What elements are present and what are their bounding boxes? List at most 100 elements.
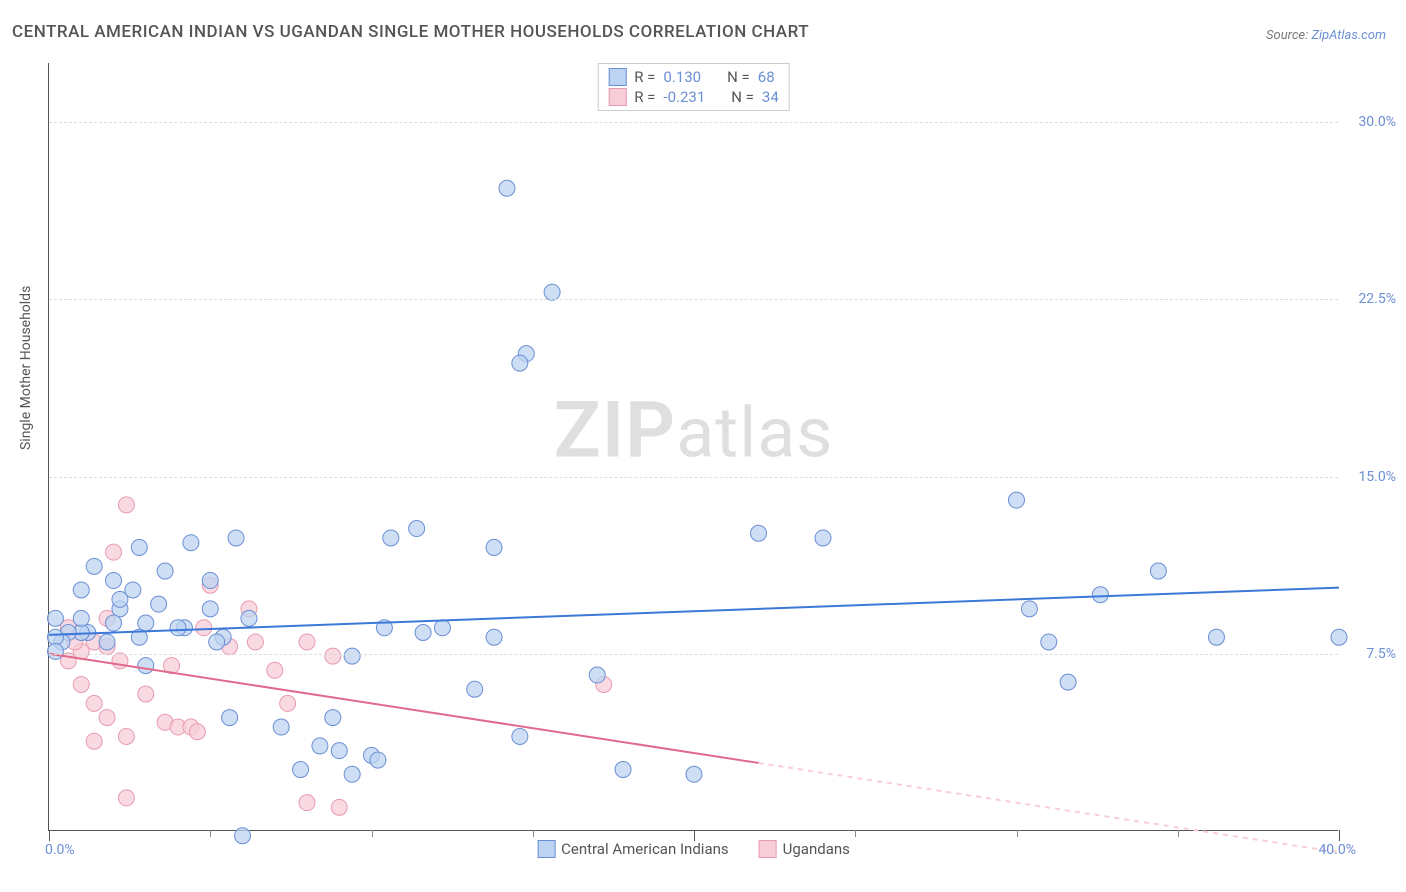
data-point[interactable] (293, 762, 309, 778)
legend-item-pink[interactable]: Ugandans (759, 840, 850, 858)
data-point[interactable] (370, 752, 386, 768)
data-point[interactable] (1150, 563, 1166, 579)
source-value: ZipAtlas.com (1311, 28, 1386, 43)
data-point[interactable] (73, 676, 89, 692)
data-point[interactable] (415, 625, 431, 641)
trend-line (759, 763, 1340, 852)
x-tick-major (694, 830, 695, 841)
x-tick-minor (210, 830, 211, 837)
data-point[interactable] (196, 620, 212, 636)
r-label: R = (634, 88, 655, 106)
data-point[interactable] (189, 724, 205, 740)
data-point[interactable] (1331, 629, 1347, 645)
data-point[interactable] (228, 530, 244, 546)
legend-item-blue[interactable]: Central American Indians (537, 840, 729, 858)
correlation-row-blue: R = 0.130 N = 68 (608, 68, 779, 86)
data-point[interactable] (222, 710, 238, 726)
data-point[interactable] (486, 629, 502, 645)
data-point[interactable] (73, 610, 89, 626)
data-point[interactable] (99, 634, 115, 650)
data-point[interactable] (1021, 601, 1037, 617)
correlation-row-pink: R = -0.231 N = 34 (608, 88, 779, 106)
data-point[interactable] (467, 681, 483, 697)
x-tick-minor (1178, 830, 1179, 837)
data-point[interactable] (202, 601, 218, 617)
data-point[interactable] (73, 582, 89, 598)
data-point[interactable] (170, 620, 186, 636)
swatch-icon (608, 68, 626, 86)
data-point[interactable] (47, 643, 63, 659)
series-legend: Central American Indians Ugandans (537, 840, 850, 858)
data-point[interactable] (299, 795, 315, 811)
data-point[interactable] (47, 629, 63, 645)
plot-area: ZIPatlas R = 0.130 N = 68 R = -0.231 N =… (48, 63, 1338, 831)
data-point[interactable] (138, 686, 154, 702)
data-point[interactable] (86, 558, 102, 574)
data-point[interactable] (331, 799, 347, 815)
data-point[interactable] (118, 497, 134, 513)
y-tick-label: 30.0% (1346, 114, 1396, 130)
data-point[interactable] (247, 634, 263, 650)
data-point[interactable] (383, 530, 399, 546)
swatch-icon (537, 840, 555, 858)
data-point[interactable] (106, 615, 122, 631)
data-point[interactable] (157, 563, 173, 579)
data-point[interactable] (512, 728, 528, 744)
chart-container: CENTRAL AMERICAN INDIAN VS UGANDAN SINGL… (0, 0, 1406, 892)
data-point[interactable] (1208, 629, 1224, 645)
data-point[interactable] (183, 535, 199, 551)
data-point[interactable] (131, 539, 147, 555)
data-point[interactable] (1092, 587, 1108, 603)
data-point[interactable] (512, 355, 528, 371)
data-point[interactable] (273, 719, 289, 735)
data-point[interactable] (615, 762, 631, 778)
data-point[interactable] (86, 733, 102, 749)
n-label: N = (727, 68, 750, 86)
data-point[interactable] (499, 180, 515, 196)
data-point[interactable] (202, 573, 218, 589)
data-point[interactable] (118, 728, 134, 744)
data-point[interactable] (118, 790, 134, 806)
data-point[interactable] (106, 573, 122, 589)
data-point[interactable] (209, 634, 225, 650)
n-value-blue: 68 (758, 68, 775, 86)
data-point[interactable] (344, 648, 360, 664)
data-point[interactable] (686, 766, 702, 782)
data-point[interactable] (106, 544, 122, 560)
x-axis-min-label: 0.0% (45, 842, 75, 858)
data-point[interactable] (325, 648, 341, 664)
chart-svg-layer (49, 63, 1338, 830)
data-point[interactable] (331, 743, 347, 759)
data-point[interactable] (1009, 492, 1025, 508)
data-point[interactable] (589, 667, 605, 683)
data-point[interactable] (299, 634, 315, 650)
data-point[interactable] (267, 662, 283, 678)
data-point[interactable] (1060, 674, 1076, 690)
data-point[interactable] (409, 521, 425, 537)
chart-title: CENTRAL AMERICAN INDIAN VS UGANDAN SINGL… (12, 22, 809, 42)
y-tick-label: 22.5% (1346, 291, 1396, 307)
data-point[interactable] (325, 710, 341, 726)
data-point[interactable] (138, 658, 154, 674)
data-point[interactable] (112, 591, 128, 607)
data-point[interactable] (815, 530, 831, 546)
x-tick-minor (855, 830, 856, 837)
data-point[interactable] (312, 738, 328, 754)
data-point[interactable] (434, 620, 450, 636)
source-attribution: Source: ZipAtlas.com (1266, 28, 1386, 43)
data-point[interactable] (544, 284, 560, 300)
data-point[interactable] (86, 695, 102, 711)
gridline (49, 299, 1338, 300)
data-point[interactable] (486, 539, 502, 555)
data-point[interactable] (241, 610, 257, 626)
data-point[interactable] (47, 610, 63, 626)
data-point[interactable] (99, 710, 115, 726)
data-point[interactable] (280, 695, 296, 711)
data-point[interactable] (751, 525, 767, 541)
data-point[interactable] (1041, 634, 1057, 650)
trend-line (49, 654, 759, 763)
data-point[interactable] (235, 828, 251, 844)
data-point[interactable] (138, 615, 154, 631)
data-point[interactable] (344, 766, 360, 782)
data-point[interactable] (151, 596, 167, 612)
